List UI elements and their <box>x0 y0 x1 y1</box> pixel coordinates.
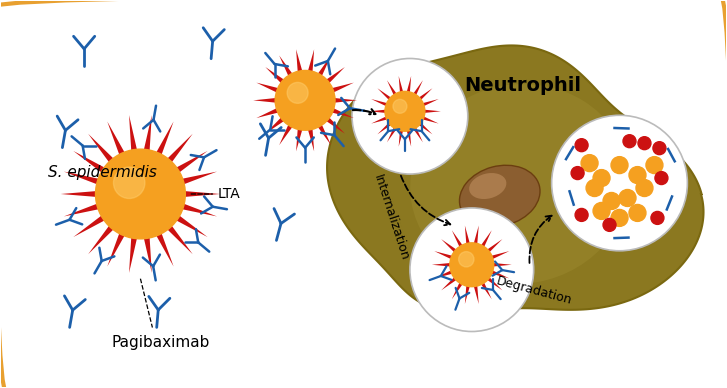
Circle shape <box>287 82 308 103</box>
Text: Internalization: Internalization <box>371 173 411 262</box>
Circle shape <box>629 166 646 184</box>
Text: S. epidermidis: S. epidermidis <box>48 165 157 180</box>
Circle shape <box>638 137 651 150</box>
Ellipse shape <box>410 84 629 284</box>
Circle shape <box>593 170 610 187</box>
Circle shape <box>619 189 636 206</box>
Circle shape <box>655 171 668 185</box>
Circle shape <box>95 149 185 239</box>
Circle shape <box>629 204 646 222</box>
Text: LTA: LTA <box>217 187 240 201</box>
Circle shape <box>352 59 467 174</box>
Circle shape <box>575 208 588 222</box>
Text: Neutrophil: Neutrophil <box>465 76 582 95</box>
Circle shape <box>593 203 610 219</box>
Circle shape <box>410 208 534 331</box>
Circle shape <box>636 180 653 196</box>
Text: Degradation: Degradation <box>495 274 574 307</box>
Circle shape <box>581 155 598 171</box>
Ellipse shape <box>459 165 540 227</box>
Circle shape <box>450 243 494 287</box>
Circle shape <box>623 135 636 148</box>
Circle shape <box>603 192 620 210</box>
Circle shape <box>646 157 663 173</box>
Polygon shape <box>432 225 512 304</box>
Ellipse shape <box>469 173 507 199</box>
Circle shape <box>552 115 688 251</box>
Circle shape <box>603 218 616 231</box>
Circle shape <box>459 251 474 267</box>
Polygon shape <box>369 76 441 147</box>
Polygon shape <box>327 45 704 312</box>
Circle shape <box>575 139 588 152</box>
Circle shape <box>393 99 407 113</box>
Polygon shape <box>60 115 220 273</box>
Circle shape <box>611 210 628 226</box>
Circle shape <box>586 180 603 196</box>
Circle shape <box>275 71 335 130</box>
Circle shape <box>571 166 584 180</box>
Circle shape <box>611 157 628 173</box>
Circle shape <box>651 211 664 224</box>
Circle shape <box>385 91 425 131</box>
Polygon shape <box>253 49 357 151</box>
Text: Pagibaximab: Pagibaximab <box>111 335 209 350</box>
Circle shape <box>113 167 145 199</box>
Circle shape <box>653 142 666 155</box>
